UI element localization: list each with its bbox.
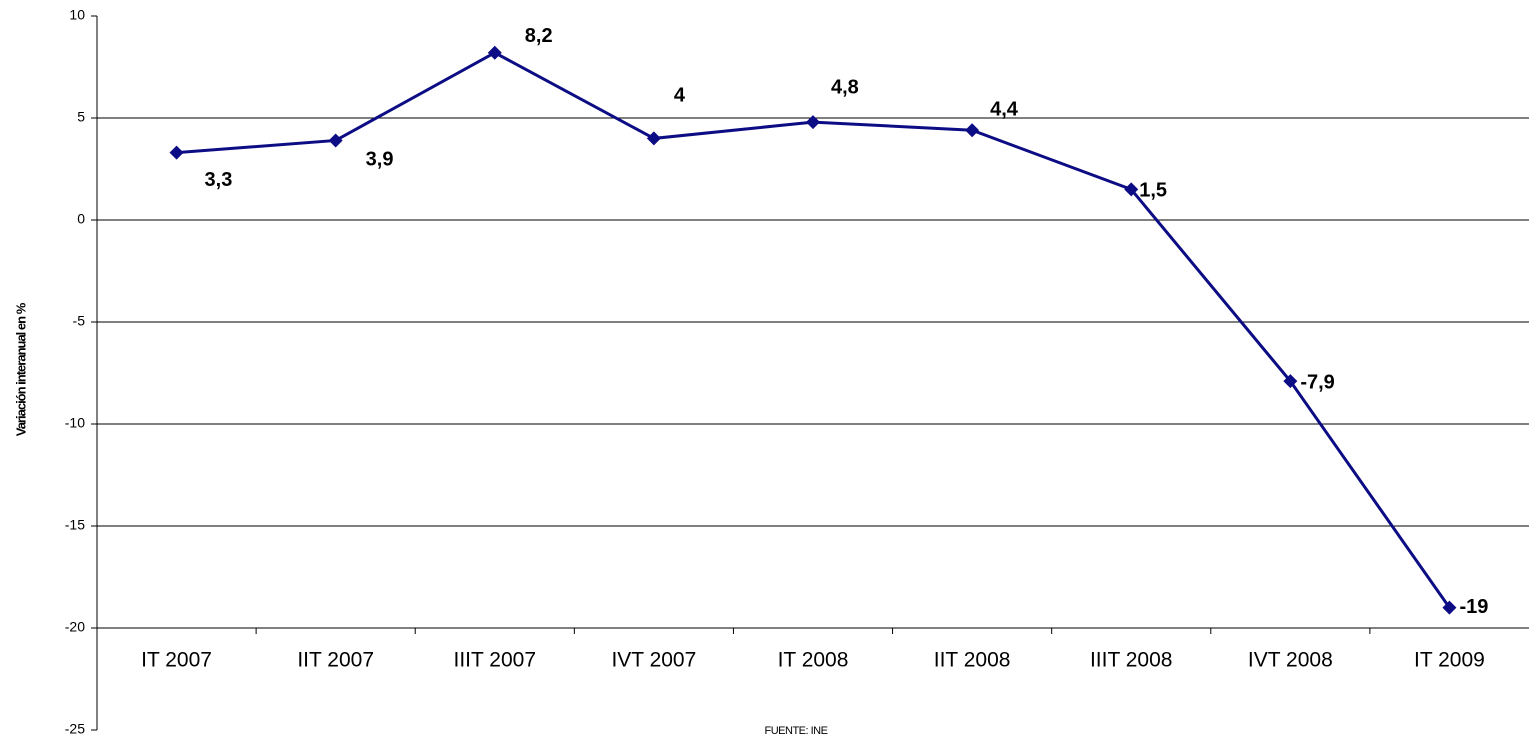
data-label: 4,4 — [990, 99, 1019, 121]
x-tick-label: IIIT 2007 — [454, 649, 537, 672]
data-point — [1442, 600, 1457, 615]
data-label: 8,2 — [525, 25, 553, 47]
y-tick-label: -15 — [65, 517, 85, 533]
y-tick-label: 0 — [77, 211, 85, 227]
x-tick-label: IIT 2008 — [934, 649, 1011, 672]
x-tick-label: IT 2009 — [1414, 649, 1485, 672]
y-tick-label: -10 — [65, 415, 85, 431]
x-tick-label: IVT 2007 — [611, 649, 696, 672]
data-label: 3,9 — [366, 149, 394, 171]
y-axis-title: Variación interanual en % — [13, 302, 28, 436]
x-tick-label: IT 2008 — [778, 649, 849, 672]
data-label: -19 — [1459, 596, 1488, 618]
source-note: FUENTE: INE — [765, 725, 828, 737]
data-point — [169, 145, 184, 160]
data-point — [328, 133, 343, 148]
data-point — [487, 45, 502, 60]
y-tick-label: 10 — [69, 7, 85, 23]
x-tick-label: IT 2007 — [141, 649, 212, 672]
data-label: -7,9 — [1300, 371, 1334, 393]
data-label: 4 — [674, 85, 686, 107]
y-tick-label: -25 — [65, 721, 85, 737]
y-tick-label: 5 — [77, 109, 85, 125]
data-point — [1124, 182, 1139, 197]
data-point — [806, 115, 820, 130]
data-point — [1283, 374, 1298, 389]
data-point — [646, 131, 661, 146]
x-tick-label: IIT 2007 — [297, 649, 374, 672]
y-tick-label: -5 — [73, 313, 86, 329]
y-tick-label: -20 — [65, 619, 85, 635]
data-label: 4,8 — [831, 76, 859, 98]
data-label: 1,5 — [1139, 180, 1167, 202]
x-tick-label: IVT 2008 — [1248, 649, 1333, 672]
data-line — [176, 51, 1451, 609]
data-point — [965, 123, 980, 138]
data-label: 3,3 — [205, 169, 233, 191]
x-tick-label: IIIT 2008 — [1090, 649, 1173, 672]
